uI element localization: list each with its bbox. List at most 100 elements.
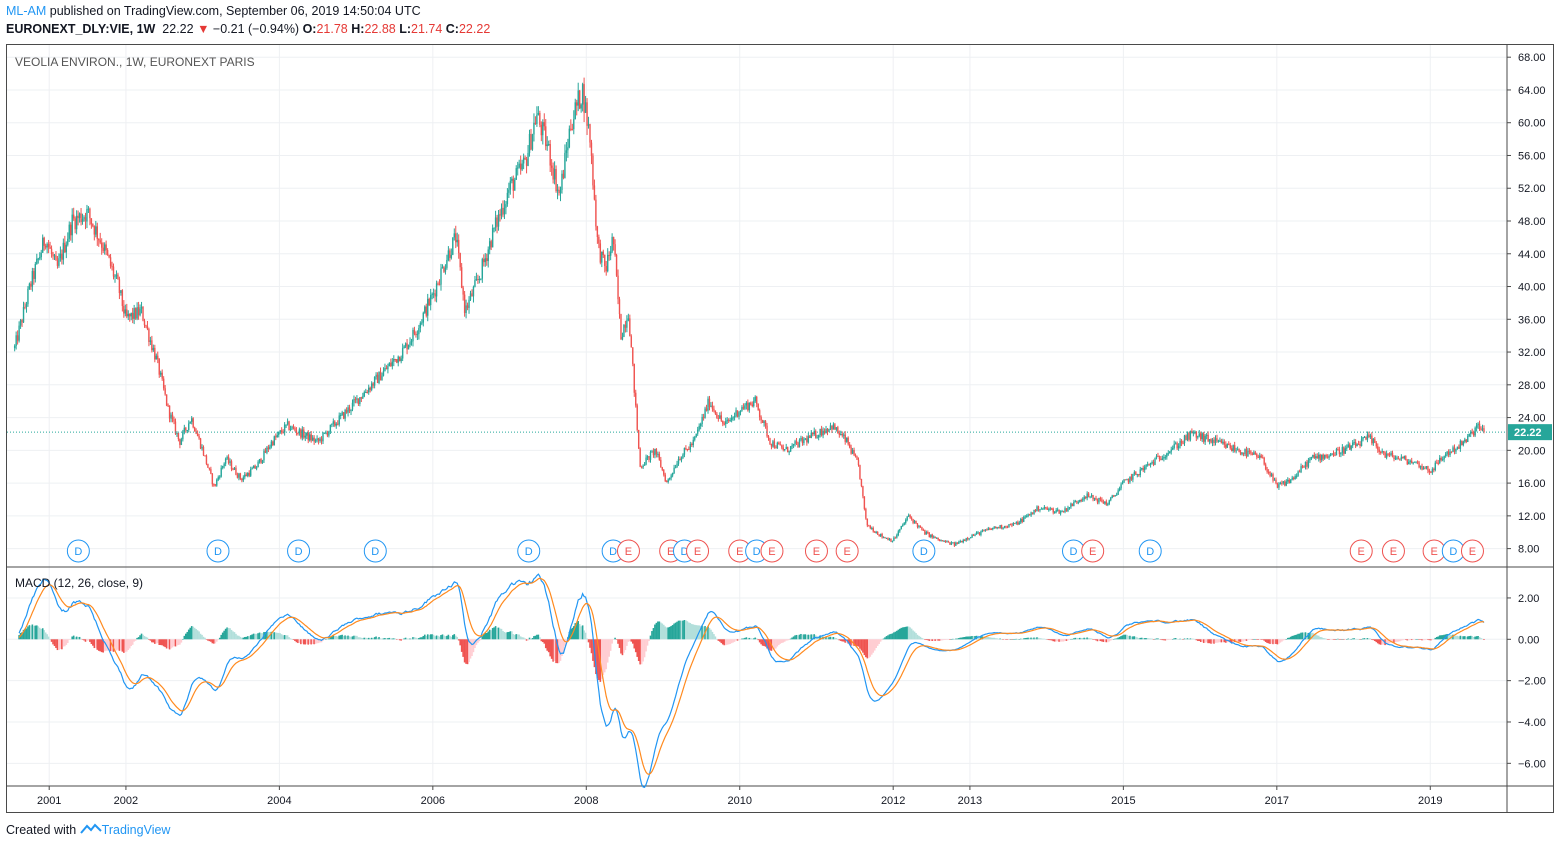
candle-body — [649, 452, 652, 460]
candle-body — [775, 447, 777, 449]
macd-histogram-bar — [671, 625, 674, 640]
candle-body — [626, 320, 628, 328]
candle-body — [146, 326, 149, 330]
earnings-marker[interactable]: E — [1081, 539, 1105, 563]
candle-body — [729, 420, 731, 422]
earnings-marker[interactable]: E — [1460, 539, 1484, 563]
dividend-marker[interactable]: D — [1441, 539, 1465, 563]
earnings-marker[interactable]: E — [1349, 539, 1373, 563]
earnings-marker[interactable]: E — [728, 539, 752, 563]
macd-histogram-bar — [974, 636, 976, 640]
earnings-marker[interactable]: E — [686, 539, 710, 563]
earnings-marker[interactable]: E — [835, 539, 859, 563]
macd-histogram-bar — [1065, 639, 1068, 641]
candle-body — [537, 112, 540, 115]
dividend-marker[interactable]: D — [1138, 539, 1162, 563]
dividend-marker[interactable]: D — [517, 539, 541, 563]
macd-histogram-bar — [959, 637, 962, 640]
candle-body — [1045, 507, 1047, 509]
dividend-marker[interactable]: D — [206, 539, 230, 563]
macd-histogram-bar — [1261, 639, 1264, 640]
candle-body — [254, 465, 256, 469]
candle-body — [1176, 443, 1178, 449]
candle-body — [298, 429, 301, 434]
macd-histogram-bar — [778, 639, 780, 646]
tradingview-brand[interactable]: TradingView — [101, 823, 171, 837]
author-link[interactable]: ML-AM — [6, 4, 47, 18]
macd-histogram-bar — [692, 624, 695, 640]
macd-histogram-bar — [437, 635, 439, 640]
candle-body — [1018, 522, 1020, 525]
candle-body — [949, 542, 951, 545]
macd-histogram-bar — [1464, 636, 1466, 640]
candle-body — [1220, 440, 1223, 444]
earnings-marker[interactable]: E — [1381, 539, 1405, 563]
candle-body — [1263, 457, 1265, 465]
candle-body — [399, 356, 401, 362]
candle-body — [848, 444, 851, 448]
macd-histogram-bar — [496, 627, 498, 640]
dividend-marker[interactable]: D — [66, 539, 90, 563]
candle-body — [446, 259, 448, 268]
candle-body — [329, 424, 332, 432]
macd-histogram-bar — [1011, 639, 1013, 640]
candle-body — [310, 434, 312, 441]
dividend-marker[interactable]: D — [287, 539, 311, 563]
macd-histogram-bar — [1354, 638, 1357, 640]
price-axis[interactable]: 68.0064.0060.0056.0052.0048.0044.0040.00… — [1507, 52, 1552, 770]
macd-histogram-bar — [465, 639, 467, 664]
candle-body — [1244, 449, 1246, 455]
macd-histogram-bar — [1071, 638, 1074, 640]
macd-histogram-bar — [1303, 632, 1305, 640]
candle-body — [313, 437, 315, 442]
macd-histogram-bar — [646, 639, 649, 646]
candle-body — [161, 372, 163, 379]
candle-body — [494, 217, 497, 228]
candle-body — [1226, 443, 1228, 448]
dividend-marker[interactable]: D — [912, 539, 936, 563]
candle-body — [1359, 444, 1361, 447]
candle-body — [235, 467, 237, 475]
earnings-marker[interactable]: E — [760, 539, 784, 563]
candle-body — [866, 518, 869, 526]
candle-body — [64, 242, 66, 253]
macd-histogram-bar — [916, 634, 919, 640]
earnings-marker[interactable]: E — [804, 539, 828, 563]
marker-circle — [66, 539, 90, 563]
earnings-marker[interactable]: E — [1422, 539, 1446, 563]
candle-body — [598, 236, 600, 244]
candle-body — [1390, 452, 1392, 455]
candle-body — [1080, 499, 1082, 501]
candle-body — [483, 259, 485, 263]
macd-y-tick-label: −6.00 — [1518, 758, 1546, 770]
candle-body — [33, 271, 35, 279]
candle-body — [1325, 455, 1327, 457]
dividend-marker[interactable]: D — [363, 539, 387, 563]
macd-histogram-bar — [938, 639, 941, 641]
macd-histogram-bar — [40, 628, 43, 640]
time-axis[interactable]: 2001 2002 2004 2006 2008 2010 2012 2013 2015 2017… — [37, 786, 1443, 807]
marker-label: D — [214, 546, 222, 558]
candle-body — [590, 142, 593, 156]
candle-body — [933, 536, 935, 538]
candle-body — [1267, 471, 1270, 473]
candle-body — [1378, 449, 1380, 452]
macd-histogram-bar — [297, 639, 299, 644]
candle-body — [896, 535, 898, 538]
candle-body — [431, 293, 433, 296]
candle-body — [351, 402, 354, 410]
macd-histogram-bar — [775, 639, 777, 649]
macd-histogram-bar — [223, 630, 225, 640]
macd-histogram-bar — [1117, 637, 1119, 640]
macd-histogram-bar — [1332, 639, 1335, 640]
earnings-marker[interactable]: E — [616, 539, 640, 563]
candle-body — [1365, 436, 1367, 440]
macd-histogram-bar — [198, 631, 200, 640]
macd-histogram-bar — [1127, 635, 1130, 640]
macd-histogram-bar — [932, 639, 935, 641]
macd-histogram-bar — [1410, 639, 1413, 641]
macd-histogram-bar — [1034, 637, 1037, 640]
candle-body — [851, 449, 854, 454]
